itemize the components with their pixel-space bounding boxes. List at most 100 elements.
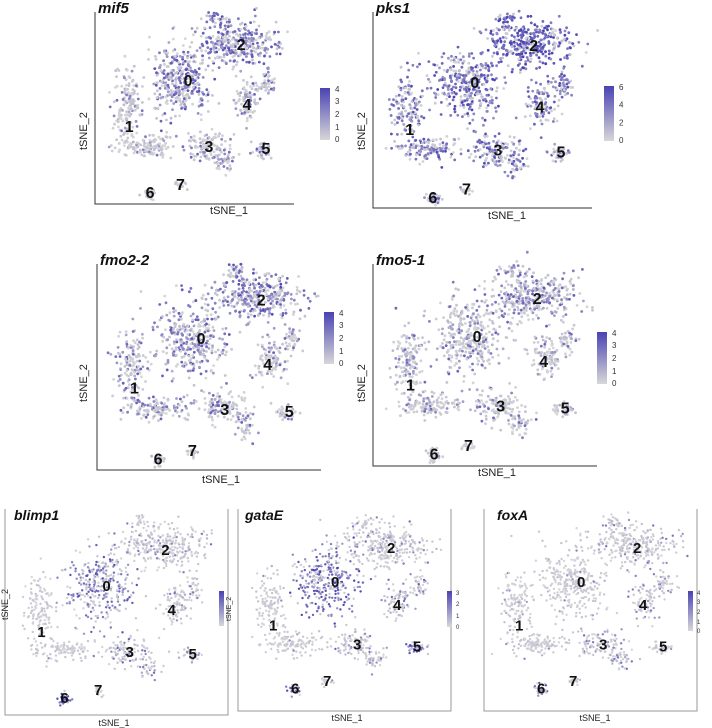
point-cluster-2 — [190, 41, 194, 44]
point-cluster-1 — [137, 353, 141, 356]
point-cluster-2 — [529, 21, 533, 25]
point-cluster-2 — [228, 20, 231, 24]
point-cluster-2 — [263, 286, 267, 290]
point-cluster-2 — [289, 293, 293, 296]
point-cluster-3 — [518, 166, 522, 170]
point-cluster-1 — [123, 76, 126, 80]
point-cluster-2 — [531, 289, 534, 293]
point-cluster-0 — [182, 94, 185, 98]
point-cluster-2 — [535, 279, 538, 283]
point-cluster-0 — [203, 356, 206, 359]
point-cluster-0 — [449, 68, 453, 72]
point-cluster-4 — [561, 81, 565, 85]
x-axis-label: tSNE_1 — [202, 474, 240, 486]
point-cluster-0 — [484, 312, 488, 315]
point-cluster-0 — [460, 323, 464, 327]
point-cluster-5 — [257, 146, 261, 150]
point-cluster-1 — [415, 362, 418, 366]
point-cluster-0 — [466, 112, 469, 115]
point-cluster-2 — [257, 36, 261, 40]
point-cluster-5 — [291, 415, 294, 418]
point-cluster-2 — [525, 46, 529, 50]
point-cluster-4 — [286, 382, 290, 386]
point-cluster-4 — [234, 74, 238, 78]
point-cluster-2 — [517, 53, 520, 56]
point-cluster-3 — [497, 132, 501, 136]
point-cluster-3 — [517, 153, 521, 157]
point-cluster-3 — [487, 151, 491, 155]
point-cluster-2 — [490, 303, 494, 306]
point-cluster-2 — [483, 293, 487, 296]
point-cluster-3 — [218, 395, 221, 398]
point-cluster-3 — [207, 136, 211, 139]
point-cluster-1 — [394, 373, 398, 377]
point-cluster-0 — [464, 74, 468, 77]
point-cluster-0 — [461, 349, 464, 353]
point-cluster-2 — [234, 309, 237, 313]
point-cluster-1 — [140, 375, 143, 379]
point-cluster-4 — [258, 97, 262, 101]
point-cluster-4 — [566, 78, 569, 82]
point-cluster-0 — [480, 357, 484, 361]
point-cluster-4 — [536, 89, 540, 92]
point-cluster-0 — [436, 88, 440, 91]
point-cluster-0 — [147, 97, 151, 101]
point-cluster-2 — [565, 26, 568, 30]
point-cluster-0 — [181, 55, 184, 59]
y-axis-label: tSNE_2 — [356, 112, 368, 150]
point-cluster-6 — [144, 191, 148, 195]
point-cluster-4 — [281, 342, 284, 346]
point-cluster-0 — [160, 84, 164, 88]
point-cluster-0 — [166, 72, 170, 76]
point-cluster-1 — [407, 68, 411, 72]
point-cluster-3 — [214, 408, 217, 412]
point-cluster-1 — [453, 405, 456, 409]
point-cluster-4 — [540, 122, 544, 126]
point-cluster-0 — [216, 348, 220, 352]
point-cluster-2 — [554, 310, 558, 314]
point-cluster-1 — [403, 348, 407, 351]
point-cluster-0 — [166, 358, 170, 362]
point-cluster-0 — [476, 83, 479, 87]
point-cluster-0 — [176, 95, 179, 99]
point-cluster-0 — [485, 340, 489, 344]
point-cluster-0 — [187, 359, 191, 363]
point-cluster-0 — [187, 77, 190, 80]
point-cluster-0 — [192, 356, 196, 359]
point-cluster-3 — [217, 153, 221, 157]
point-cluster-4 — [254, 373, 258, 377]
point-cluster-0 — [462, 87, 466, 91]
color-legend-bar — [320, 88, 330, 140]
point-cluster-2 — [546, 273, 550, 277]
point-cluster-2 — [245, 60, 249, 64]
point-cluster-3 — [244, 431, 248, 435]
point-cluster-0 — [186, 369, 190, 373]
point-cluster-7 — [180, 185, 184, 189]
point-cluster-2 — [235, 63, 238, 67]
point-cluster-2 — [241, 37, 245, 40]
point-cluster-2 — [513, 48, 517, 51]
point-cluster-0 — [469, 331, 473, 335]
point-cluster-2 — [230, 265, 234, 269]
point-cluster-3 — [216, 401, 219, 404]
point-cluster-3 — [248, 423, 252, 427]
point-cluster-2 — [506, 12, 509, 16]
point-cluster-0 — [461, 55, 465, 58]
point-cluster-1 — [421, 160, 425, 163]
point-cluster-2 — [243, 308, 246, 312]
point-cluster-5 — [567, 151, 571, 154]
point-cluster-2 — [516, 305, 519, 309]
point-cluster-0 — [495, 347, 499, 351]
point-cluster-6 — [423, 196, 426, 200]
point-cluster-0 — [477, 345, 480, 349]
point-cluster-2 — [233, 59, 236, 63]
point-cluster-0 — [427, 340, 431, 344]
point-cluster-2 — [575, 33, 578, 36]
point-cluster-2 — [521, 264, 525, 268]
point-cluster-3 — [219, 398, 223, 401]
point-cluster-2 — [535, 314, 538, 317]
point-cluster-3 — [518, 142, 521, 146]
point-cluster-2 — [250, 289, 254, 293]
point-cluster-0 — [483, 347, 487, 350]
point-cluster-1 — [138, 148, 142, 152]
